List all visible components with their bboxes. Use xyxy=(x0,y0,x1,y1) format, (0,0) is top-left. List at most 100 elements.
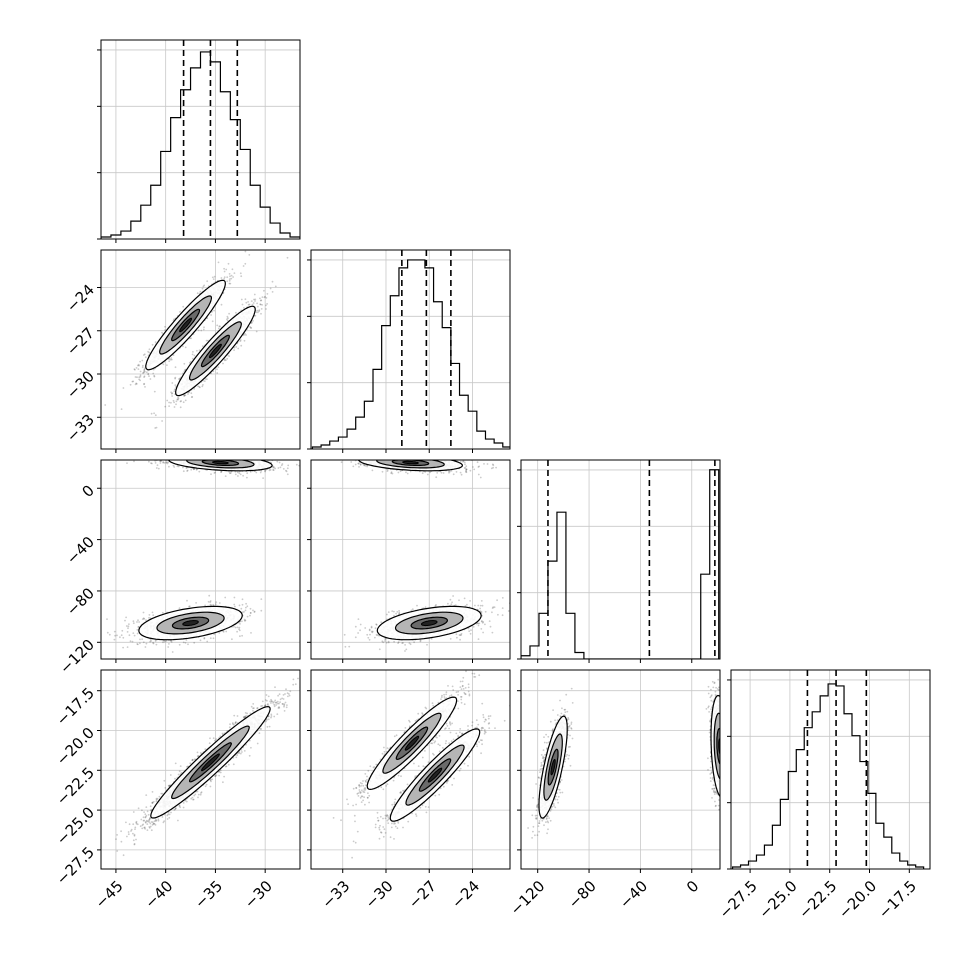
sample-point xyxy=(222,456,224,458)
sample-point xyxy=(145,646,147,648)
sample-point xyxy=(253,457,255,459)
sample-point xyxy=(175,403,177,405)
sample-point xyxy=(194,453,196,455)
sample-point xyxy=(264,296,266,298)
sample-point xyxy=(240,272,242,274)
histogram-panel-2 xyxy=(517,460,720,663)
sample-point xyxy=(239,623,241,625)
sample-point xyxy=(132,381,134,383)
sample-point xyxy=(239,635,241,637)
sample-point xyxy=(217,456,219,458)
sample-point xyxy=(177,397,179,399)
sample-point xyxy=(168,402,170,404)
sample-point xyxy=(283,468,285,470)
sample-point xyxy=(197,292,199,294)
sample-point xyxy=(205,456,207,458)
sample-point xyxy=(171,453,173,455)
sample-point xyxy=(239,457,241,459)
sample-point xyxy=(210,454,212,456)
sample-point xyxy=(215,601,217,603)
sample-point xyxy=(204,451,206,453)
sample-point xyxy=(225,458,227,460)
sample-point xyxy=(121,630,123,632)
sample-point xyxy=(240,275,242,277)
sample-point xyxy=(234,606,236,608)
histogram-step-line xyxy=(312,260,511,449)
sample-point xyxy=(210,456,212,458)
sample-point xyxy=(196,455,198,457)
sample-point xyxy=(263,290,265,292)
sample-point xyxy=(219,456,221,458)
sample-point xyxy=(187,643,189,645)
sample-point xyxy=(186,639,188,641)
sample-point xyxy=(171,454,173,456)
sample-point xyxy=(138,368,140,370)
sample-point xyxy=(149,614,151,616)
sample-point xyxy=(275,286,277,288)
sample-point xyxy=(170,455,172,457)
sample-point xyxy=(187,456,189,458)
sample-point xyxy=(183,457,185,459)
sample-point xyxy=(175,455,177,457)
sample-point xyxy=(173,453,175,455)
sample-point xyxy=(136,367,138,369)
sample-point xyxy=(126,462,128,464)
sample-point xyxy=(198,471,200,473)
sample-point xyxy=(231,457,233,459)
sample-point xyxy=(183,401,185,403)
sample-point xyxy=(183,454,185,456)
sample-point xyxy=(162,612,164,614)
sample-point xyxy=(217,457,219,459)
sample-point xyxy=(238,456,240,458)
sample-point xyxy=(197,452,199,454)
sample-point xyxy=(222,363,224,365)
sample-point xyxy=(245,298,247,300)
sample-point xyxy=(204,458,206,460)
sample-point xyxy=(127,646,129,648)
sample-point xyxy=(213,457,215,459)
sample-point xyxy=(170,402,172,404)
sample-point xyxy=(144,353,146,355)
sample-point xyxy=(179,458,181,460)
sample-point xyxy=(130,640,132,642)
sample-point xyxy=(239,456,241,458)
sample-point xyxy=(266,297,268,299)
sample-point xyxy=(210,457,212,459)
panel-frame xyxy=(311,250,510,449)
sample-point xyxy=(185,453,187,455)
sample-point xyxy=(138,621,140,623)
sample-point xyxy=(163,454,165,456)
sample-point xyxy=(137,619,139,621)
sample-point xyxy=(227,452,229,454)
sample-point xyxy=(196,457,198,459)
sample-point xyxy=(241,455,243,457)
sample-point xyxy=(205,453,207,455)
sample-point xyxy=(182,467,184,469)
sample-point xyxy=(183,457,185,459)
sample-point xyxy=(153,412,155,414)
sample-point xyxy=(269,470,271,472)
sample-point xyxy=(198,456,200,458)
sample-point xyxy=(186,600,188,602)
sample-point xyxy=(265,308,267,310)
sample-point xyxy=(208,457,210,459)
sample-point xyxy=(185,642,187,644)
sample-point xyxy=(210,453,212,455)
sample-point xyxy=(166,461,168,463)
sample-point xyxy=(155,462,157,464)
sample-point xyxy=(198,456,200,458)
sample-point xyxy=(217,454,219,456)
sample-point xyxy=(122,637,124,639)
sample-point xyxy=(223,455,225,457)
sample-point xyxy=(197,385,199,387)
sample-point xyxy=(193,642,195,644)
sample-point xyxy=(175,456,177,458)
sample-point xyxy=(213,310,215,312)
sample-point xyxy=(171,392,173,394)
sample-point xyxy=(221,277,223,279)
sample-point xyxy=(233,349,235,351)
sample-point xyxy=(238,472,240,474)
histogram-panel-1 xyxy=(307,250,511,453)
sample-point xyxy=(155,458,157,460)
